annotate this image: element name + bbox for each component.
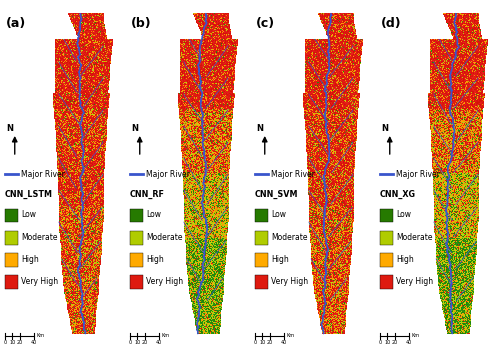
Text: 40: 40 <box>406 340 412 345</box>
Text: Major River: Major River <box>271 169 315 179</box>
Text: High: High <box>21 255 38 264</box>
Text: High: High <box>396 255 413 264</box>
Text: Moderate: Moderate <box>271 232 308 242</box>
Text: 20: 20 <box>16 340 23 345</box>
FancyBboxPatch shape <box>130 231 143 245</box>
Text: Low: Low <box>146 211 161 220</box>
Text: 20: 20 <box>266 340 273 345</box>
Text: CNN_RF: CNN_RF <box>130 190 165 199</box>
FancyBboxPatch shape <box>255 209 268 222</box>
Text: N: N <box>132 124 138 133</box>
Text: High: High <box>271 255 288 264</box>
Text: 10: 10 <box>9 340 16 345</box>
FancyBboxPatch shape <box>5 231 18 245</box>
Text: 0: 0 <box>4 340 6 345</box>
FancyBboxPatch shape <box>130 253 143 267</box>
Text: Major River: Major River <box>21 169 65 179</box>
Text: 20: 20 <box>392 340 398 345</box>
Text: 20: 20 <box>142 340 148 345</box>
Text: 0: 0 <box>254 340 256 345</box>
Text: Low: Low <box>271 211 286 220</box>
FancyBboxPatch shape <box>380 253 394 267</box>
FancyBboxPatch shape <box>5 253 18 267</box>
Text: Very High: Very High <box>146 277 183 286</box>
Text: (d): (d) <box>381 17 402 30</box>
Text: Km: Km <box>37 333 45 339</box>
Text: N: N <box>6 124 14 133</box>
Text: 40: 40 <box>31 340 38 345</box>
FancyBboxPatch shape <box>5 209 18 222</box>
FancyBboxPatch shape <box>255 275 268 289</box>
FancyBboxPatch shape <box>255 253 268 267</box>
Text: 0: 0 <box>128 340 132 345</box>
Text: 40: 40 <box>281 340 287 345</box>
Text: Moderate: Moderate <box>21 232 58 242</box>
Text: (a): (a) <box>6 17 26 30</box>
Text: Km: Km <box>412 333 420 339</box>
Text: Very High: Very High <box>271 277 308 286</box>
Text: CNN_SVM: CNN_SVM <box>255 190 298 199</box>
Text: 10: 10 <box>384 340 390 345</box>
Text: (c): (c) <box>256 17 276 30</box>
Text: Moderate: Moderate <box>146 232 182 242</box>
FancyBboxPatch shape <box>130 275 143 289</box>
Text: Very High: Very High <box>396 277 433 286</box>
Text: Moderate: Moderate <box>396 232 432 242</box>
FancyBboxPatch shape <box>255 231 268 245</box>
FancyBboxPatch shape <box>130 209 143 222</box>
FancyBboxPatch shape <box>5 275 18 289</box>
Text: CNN_XG: CNN_XG <box>380 190 416 199</box>
FancyBboxPatch shape <box>380 209 394 222</box>
Text: Major River: Major River <box>146 169 190 179</box>
Text: Low: Low <box>396 211 411 220</box>
Text: Low: Low <box>21 211 36 220</box>
Text: 10: 10 <box>134 340 140 345</box>
Text: (b): (b) <box>131 17 152 30</box>
Text: Major River: Major River <box>396 169 440 179</box>
Text: 10: 10 <box>259 340 266 345</box>
Text: Km: Km <box>287 333 295 339</box>
Text: N: N <box>256 124 264 133</box>
Text: N: N <box>382 124 388 133</box>
Text: Very High: Very High <box>21 277 58 286</box>
Text: Km: Km <box>162 333 170 339</box>
Text: High: High <box>146 255 164 264</box>
Text: CNN_LSTM: CNN_LSTM <box>5 190 53 199</box>
Text: 0: 0 <box>378 340 382 345</box>
FancyBboxPatch shape <box>380 275 394 289</box>
Text: 40: 40 <box>156 340 162 345</box>
FancyBboxPatch shape <box>380 231 394 245</box>
